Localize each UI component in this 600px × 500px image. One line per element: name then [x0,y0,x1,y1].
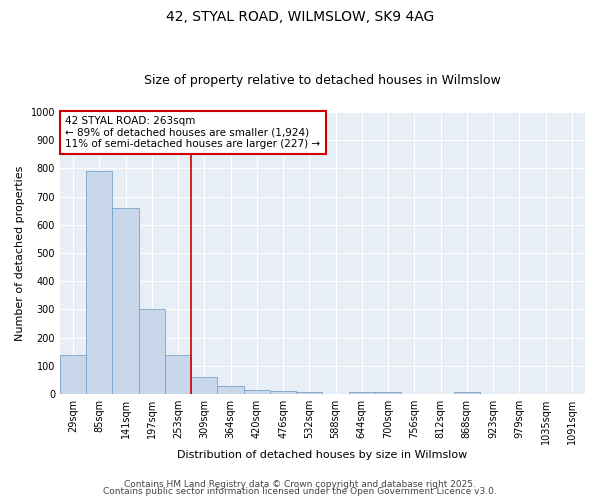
Bar [139,310,165,394]
Text: 42, STYAL ROAD, WILMSLOW, SK9 4AG: 42, STYAL ROAD, WILMSLOW, SK9 4AG [166,10,434,24]
Bar [296,392,322,394]
Title: Size of property relative to detached houses in Wilmslow: Size of property relative to detached ho… [144,74,501,87]
Bar [112,208,139,394]
Bar [349,392,375,394]
Bar [244,390,270,394]
Bar [217,386,244,394]
Text: Contains HM Land Registry data © Crown copyright and database right 2025.: Contains HM Land Registry data © Crown c… [124,480,476,489]
Y-axis label: Number of detached properties: Number of detached properties [15,166,25,340]
Bar [375,392,401,394]
Text: Contains public sector information licensed under the Open Government Licence v3: Contains public sector information licen… [103,488,497,496]
Bar [270,392,296,394]
Bar [191,378,217,394]
Bar [165,354,191,394]
X-axis label: Distribution of detached houses by size in Wilmslow: Distribution of detached houses by size … [178,450,467,460]
Text: 42 STYAL ROAD: 263sqm
← 89% of detached houses are smaller (1,924)
11% of semi-d: 42 STYAL ROAD: 263sqm ← 89% of detached … [65,116,320,149]
Bar [60,354,86,394]
Bar [454,392,480,394]
Bar [86,171,112,394]
